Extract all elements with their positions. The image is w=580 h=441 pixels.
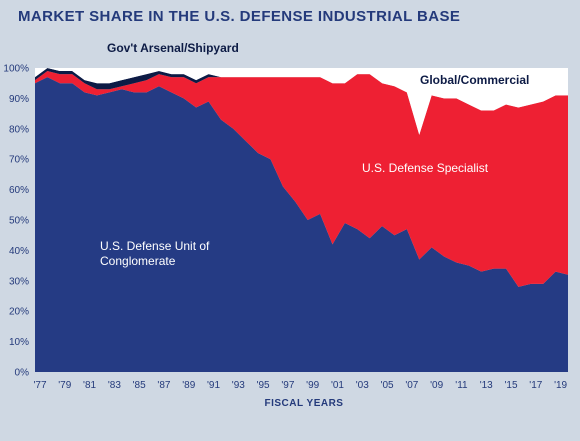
x-tick-label: '89 xyxy=(182,380,195,391)
x-tick-label: '15 xyxy=(504,380,517,391)
x-tick-label: '87 xyxy=(157,380,170,391)
x-tick-label: '83 xyxy=(108,380,121,391)
y-tick-label: 40% xyxy=(9,246,29,257)
area-specialist xyxy=(35,71,568,287)
y-tick-label: 50% xyxy=(9,216,29,227)
x-tick-label: '81 xyxy=(83,380,96,391)
label-conglomerate-line1: U.S. Defense Unit of xyxy=(100,239,210,253)
y-tick-label: 80% xyxy=(9,124,29,135)
y-tick-label: 100% xyxy=(3,64,29,75)
y-tick-label: 90% xyxy=(9,94,29,105)
x-tick-label: '79 xyxy=(58,380,71,391)
x-tick-label: '99 xyxy=(306,380,319,391)
x-tick-label: '11 xyxy=(455,380,468,391)
x-tick-label: '91 xyxy=(207,380,220,391)
x-tick-label: '19 xyxy=(554,380,567,391)
y-tick-label: 60% xyxy=(9,185,29,196)
y-tick-label: 10% xyxy=(9,337,29,348)
x-axis-label: FISCAL YEARS xyxy=(265,398,344,409)
chart-title: MARKET SHARE IN THE U.S. DEFENSE INDUSTR… xyxy=(18,8,461,25)
label-conglomerate-line2: Conglomerate xyxy=(100,254,176,268)
y-tick-label: 20% xyxy=(9,307,29,318)
label-commercial: Global/Commercial xyxy=(420,73,529,87)
area-commercial xyxy=(35,68,568,135)
x-tick-label: '07 xyxy=(405,380,418,391)
area-layer xyxy=(35,68,568,373)
x-tick-label: '05 xyxy=(381,380,394,391)
x-tick-label: '93 xyxy=(232,380,245,391)
x-tick-label: '77 xyxy=(33,380,46,391)
y-tick-label: 0% xyxy=(15,368,30,379)
y-axis-ticks: 0% 10% 20% 30% 40% 50% 60% 70% 80% 90% 100% xyxy=(3,64,29,379)
x-tick-label: '13 xyxy=(480,380,493,391)
x-axis-ticks: '77 '79 '81 '83 '85 '87 '89 '91 '93 '95 '97 '99 '01 '… xyxy=(33,380,567,391)
x-tick-label: '85 xyxy=(133,380,146,391)
x-tick-label: '17 xyxy=(529,380,542,391)
x-tick-label: '09 xyxy=(430,380,443,391)
x-tick-label: '03 xyxy=(356,380,369,391)
label-arsenal: Gov't Arsenal/Shipyard xyxy=(107,41,239,55)
x-tick-label: '97 xyxy=(281,380,294,391)
x-tick-label: '01 xyxy=(331,380,344,391)
y-tick-label: 30% xyxy=(9,276,29,287)
label-specialist: U.S. Defense Specialist xyxy=(362,161,489,175)
y-tick-label: 70% xyxy=(9,155,29,166)
x-tick-label: '95 xyxy=(257,380,270,391)
area-conglomerate xyxy=(35,77,568,373)
